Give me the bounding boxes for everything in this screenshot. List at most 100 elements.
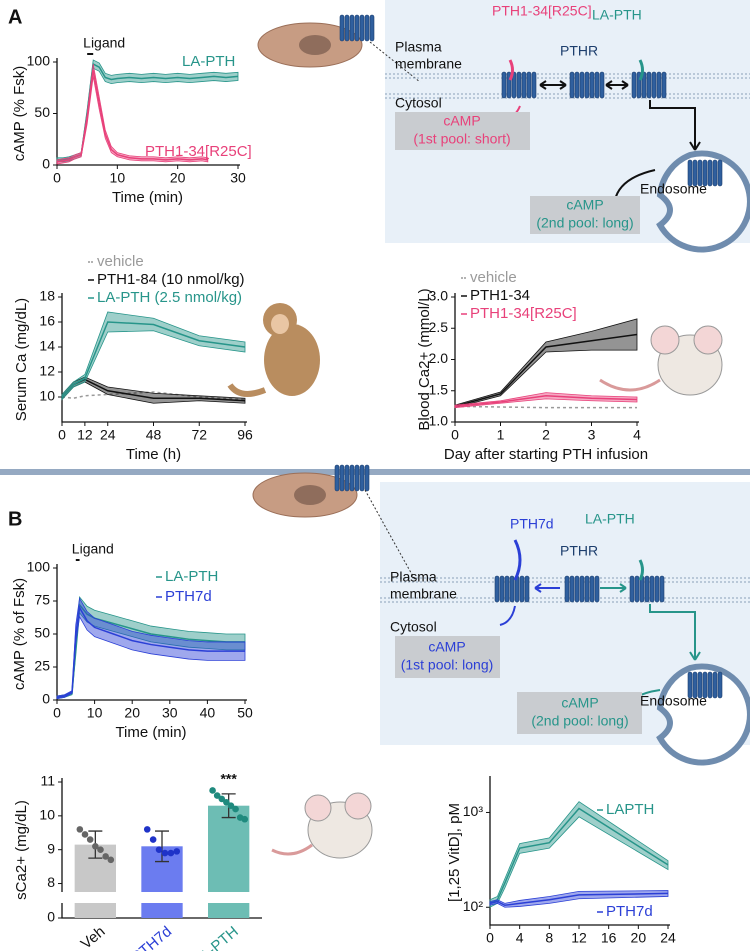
pool-box <box>395 636 500 678</box>
x-tick-label: 1 <box>497 427 505 443</box>
y-tick-label: 0 <box>42 691 50 707</box>
x-tick-label: Veh <box>78 923 109 951</box>
y-tick-label: 12 <box>39 363 55 379</box>
x-tick-label: 10 <box>87 705 103 721</box>
data-point <box>227 802 235 809</box>
pool-box <box>517 692 642 734</box>
x-tick-label: 0 <box>451 427 459 443</box>
x-tick-label: 10 <box>110 170 126 186</box>
receptor-icon <box>494 575 530 603</box>
endosome-label: Endosome <box>640 181 707 197</box>
line <box>56 70 208 163</box>
membrane-label: membrane <box>390 586 457 602</box>
y-axis-label: sCa2+ (mg/dL) <box>13 800 30 900</box>
arrow <box>605 80 629 90</box>
error-bar <box>155 830 169 863</box>
pool-box <box>530 196 640 234</box>
legend-label: PTH1-34[R25C] <box>470 305 577 322</box>
pool-label: cAMP <box>443 113 480 129</box>
data-point <box>81 831 89 838</box>
data-point <box>107 856 115 864</box>
y-tick-label: 11 <box>40 773 55 789</box>
x-tick-label: 30 <box>162 705 178 721</box>
y-tick-label: 10² <box>463 898 484 914</box>
data-point <box>97 846 104 853</box>
line <box>489 892 669 907</box>
data-point <box>167 849 175 857</box>
endosome-icon <box>656 663 750 766</box>
legend-label: LA-PTH <box>182 53 235 70</box>
legend-label: vehicle <box>470 269 517 286</box>
x-tick-label: 2 <box>542 427 550 443</box>
x-tick-label: 20 <box>124 705 140 721</box>
ligand-label: LA-PTH <box>592 7 642 23</box>
data-point <box>92 843 99 850</box>
axis-break <box>56 892 264 903</box>
cytosol-label: Cytosol <box>390 619 437 635</box>
pool-label: (2nd pool: long) <box>536 215 633 231</box>
legend-label: LA-PTH <box>165 568 218 585</box>
y-axis-label: Blood Ca2+ (mmol/L) <box>416 288 433 430</box>
receptor-icon <box>631 71 667 99</box>
legend-label: PTH7d <box>165 588 212 605</box>
ligand-icon <box>513 539 522 581</box>
x-tick-label: 4 <box>633 427 641 443</box>
y-tick-label: 0 <box>47 909 55 925</box>
y-tick-label: 18 <box>39 288 55 304</box>
endosome-label: Endosome <box>640 693 707 709</box>
pool-label: (1st pool: short) <box>413 131 510 147</box>
y-tick-label: 2.0 <box>429 350 449 366</box>
error-band <box>489 801 669 908</box>
ligand-label: Ligand <box>83 35 125 51</box>
y-axis-label: cAMP (% of Fsk) <box>11 578 28 690</box>
y-tick-label: 100 <box>27 559 51 575</box>
x-tick-label: LA-PTH <box>190 923 242 951</box>
cell-nucleus <box>294 485 326 505</box>
ligand-icon <box>638 559 644 581</box>
x-tick-label: 3 <box>588 427 596 443</box>
y-tick-label: 10³ <box>463 803 484 819</box>
data-point <box>209 787 216 794</box>
receptor-icon <box>629 575 665 603</box>
receptor-icon <box>501 71 537 99</box>
y-tick-label: 9 <box>47 840 55 856</box>
x-tick-label: PTH7d <box>128 923 175 951</box>
ligand-icon <box>508 59 514 81</box>
data-point <box>102 853 109 860</box>
y-tick-label: 10 <box>39 388 55 404</box>
significance-label: *** <box>220 771 237 787</box>
arrow <box>499 605 516 626</box>
y-tick-label: 3.0 <box>429 288 449 304</box>
x-tick-label: 20 <box>631 930 647 946</box>
data-point <box>161 849 169 857</box>
ligand-label: PTH1-34[R25C] <box>492 3 592 19</box>
endosome-icon <box>656 150 750 253</box>
data-point <box>86 836 94 843</box>
mouse-illustration <box>599 325 723 396</box>
ligand-label: LA-PTH <box>585 511 635 527</box>
error-band <box>61 311 246 401</box>
cell-nucleus <box>299 35 331 55</box>
legend-label: LAPTH <box>606 801 654 818</box>
data-point <box>173 848 181 855</box>
x-tick-label: 4 <box>516 930 524 946</box>
line <box>61 321 246 398</box>
x-tick-label: 12 <box>571 930 587 946</box>
pool-label: (1st pool: long) <box>401 657 494 673</box>
x-tick-label: 0 <box>58 427 66 443</box>
x-tick-label: 48 <box>146 427 162 443</box>
data-point <box>241 815 249 823</box>
y-tick-label: 14 <box>39 338 55 354</box>
legend-label: PTH1-34 <box>470 287 530 304</box>
x-tick-label: 16 <box>601 930 617 946</box>
error-band <box>454 392 638 409</box>
y-axis-label: [1,25 VitD], pM <box>446 803 463 902</box>
x-tick-label: 96 <box>237 427 253 443</box>
legend-label: PTH1-84 (10 nmol/kg) <box>97 271 245 288</box>
legend-label: LA-PTH (2.5 nmol/kg) <box>97 289 242 306</box>
diagram: PTH1-34[R25C] LA-PTH PTHR Plasma membran… <box>257 0 750 253</box>
data-point <box>213 792 221 799</box>
ligand-label: PTH7d <box>510 516 554 532</box>
arrow <box>600 583 627 593</box>
